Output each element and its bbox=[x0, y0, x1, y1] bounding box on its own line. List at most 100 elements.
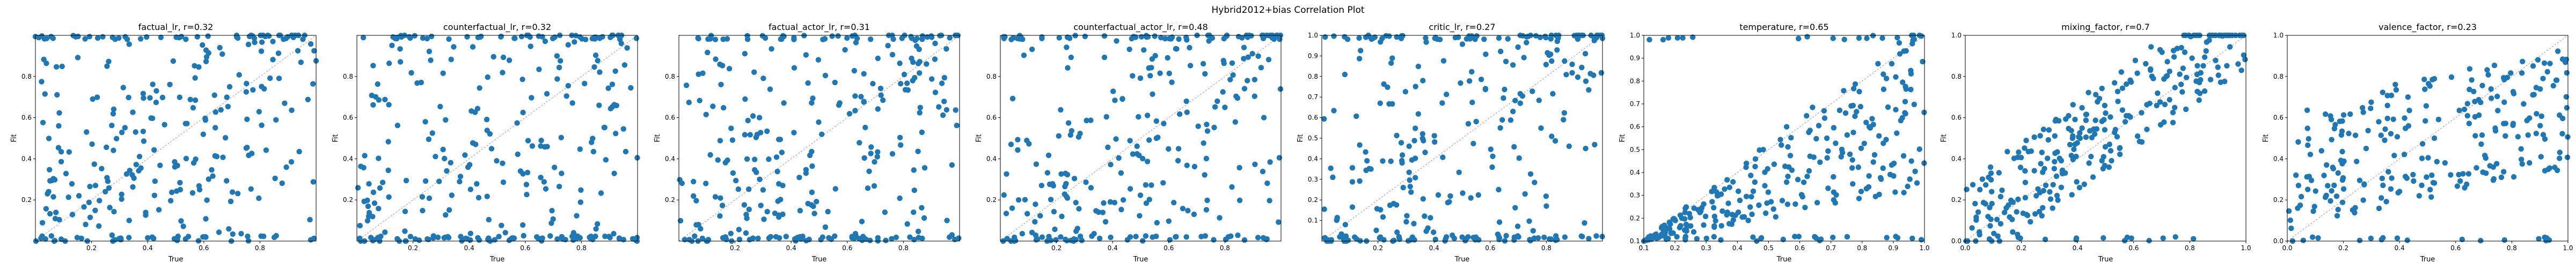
scatter-point bbox=[203, 58, 209, 65]
scatter-point bbox=[1261, 115, 1267, 121]
scatter-point bbox=[2339, 128, 2345, 134]
scatter-point bbox=[852, 231, 859, 237]
scatter-point bbox=[289, 107, 295, 113]
x-tick-label: 0.4 bbox=[2395, 244, 2405, 252]
scatter-point bbox=[1686, 211, 1692, 216]
scatter-point bbox=[488, 146, 495, 152]
scatter-point bbox=[113, 136, 120, 141]
scatter-point bbox=[1082, 33, 1088, 40]
scatter-point bbox=[1582, 51, 1589, 57]
scatter-point bbox=[919, 33, 926, 39]
scatter-point bbox=[2157, 122, 2164, 128]
points-group bbox=[2286, 48, 2571, 244]
scatter-point bbox=[1368, 36, 1374, 42]
scatter-point bbox=[1107, 199, 1114, 205]
scatter-point bbox=[1821, 108, 1827, 114]
scatter-point bbox=[2553, 77, 2559, 83]
scatter-point bbox=[2286, 208, 2292, 214]
scatter-point bbox=[1174, 46, 1180, 52]
scatter-point bbox=[226, 226, 232, 232]
scatter-point bbox=[2033, 193, 2039, 199]
scatter-point bbox=[1908, 158, 1914, 164]
scatter-point bbox=[394, 123, 400, 129]
scatter-point bbox=[947, 35, 953, 41]
scatter-point bbox=[1349, 204, 1356, 210]
scatter-point bbox=[2425, 155, 2431, 161]
scatter-point bbox=[122, 125, 128, 131]
scatter-point bbox=[1842, 110, 1849, 116]
scatter-point bbox=[1804, 113, 1810, 119]
scatter-point bbox=[1889, 61, 1895, 67]
scatter-point bbox=[1533, 33, 1539, 39]
scatter-point bbox=[43, 61, 49, 66]
scatter-point bbox=[861, 155, 867, 161]
scatter-point bbox=[472, 109, 478, 115]
scatter-point bbox=[1140, 155, 1146, 162]
scatter-point bbox=[500, 160, 506, 166]
scatter-point bbox=[151, 147, 157, 153]
scatter-point bbox=[875, 235, 881, 241]
scatter-point bbox=[1548, 36, 1554, 42]
scatter-point bbox=[1404, 213, 1410, 219]
scatter-point bbox=[729, 137, 736, 143]
scatter-point bbox=[2550, 82, 2556, 89]
scatter-point bbox=[243, 89, 249, 95]
scatter-point bbox=[1222, 104, 1228, 110]
scatter-point bbox=[564, 93, 569, 99]
scatter-point bbox=[2329, 137, 2334, 142]
y-tick-label: 1.0 bbox=[1630, 32, 1640, 39]
scatter-point bbox=[805, 80, 811, 86]
scatter-point bbox=[1378, 39, 1384, 45]
scatter-point bbox=[2119, 107, 2126, 113]
scatter-point bbox=[2495, 108, 2501, 114]
scatter-point bbox=[173, 188, 180, 194]
scatter-point bbox=[1839, 146, 1845, 153]
scatter-point bbox=[803, 52, 809, 58]
scatter-point bbox=[436, 178, 442, 184]
y-tick-label: 1.0 bbox=[1308, 32, 1318, 39]
scatter-point bbox=[2016, 149, 2022, 155]
scatter-point bbox=[371, 200, 378, 206]
x-tick-label: 0.5 bbox=[1763, 244, 1774, 252]
scatter-point bbox=[104, 63, 110, 69]
scatter-point bbox=[1719, 208, 1725, 214]
scatter-point bbox=[126, 94, 131, 101]
scatter-point bbox=[842, 47, 848, 53]
scatter-point bbox=[1239, 35, 1245, 41]
scatter-point bbox=[1863, 119, 1869, 125]
scatter-point bbox=[1497, 125, 1503, 131]
scatter-point bbox=[2382, 126, 2388, 132]
scatter-point bbox=[1549, 58, 1555, 64]
scatter-point bbox=[1236, 164, 1242, 171]
y-tick-label: 0.2 bbox=[1308, 196, 1318, 204]
scatter-point bbox=[1008, 36, 1014, 42]
scatter-point bbox=[2454, 183, 2461, 189]
scatter-point bbox=[1187, 44, 1192, 51]
scatter-point bbox=[868, 144, 874, 150]
scatter-point bbox=[1444, 234, 1450, 240]
scatter-point bbox=[39, 220, 46, 226]
scatter-point bbox=[803, 167, 809, 172]
scatter-point bbox=[2087, 128, 2093, 134]
scatter-point bbox=[1586, 87, 1592, 93]
scatter-point bbox=[1850, 130, 1856, 136]
y-axis-label: Fit bbox=[975, 134, 983, 142]
scatter-point bbox=[2478, 100, 2484, 106]
scatter-point bbox=[2160, 235, 2166, 241]
scatter-point bbox=[1469, 100, 1475, 106]
scatter-point bbox=[1667, 226, 1673, 232]
scatter-point bbox=[1241, 56, 1247, 62]
scatter-point bbox=[1510, 108, 1516, 115]
scatter-point bbox=[1001, 192, 1007, 198]
panel-title: factual_actor_lr, r=0.31 bbox=[769, 22, 870, 33]
scatter-point bbox=[518, 34, 525, 40]
scatter-point bbox=[48, 34, 54, 40]
scatter-point bbox=[1260, 169, 1266, 175]
scatter-point bbox=[433, 154, 438, 160]
x-tick-label: 0.2 bbox=[2338, 244, 2348, 252]
scatter-point bbox=[2242, 56, 2248, 63]
scatter-point bbox=[1977, 186, 1983, 193]
scatter-point bbox=[559, 170, 565, 176]
scatter-point bbox=[1852, 81, 1858, 87]
